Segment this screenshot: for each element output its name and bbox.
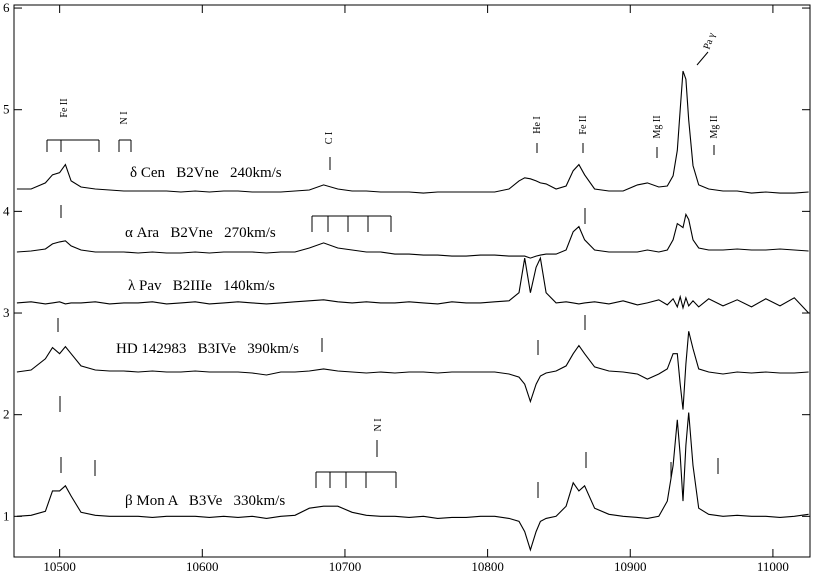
y-tick-label: 5 [3, 102, 10, 117]
x-tick-label: 10700 [329, 559, 362, 574]
x-tick-label: 10800 [471, 559, 504, 574]
spectrum-line [16, 256, 810, 314]
line-label: Fe II [59, 98, 70, 117]
y-tick-label: 6 [3, 0, 10, 15]
spectrum-line [16, 70, 809, 194]
marker-line [696, 51, 709, 66]
spectrum-line [16, 412, 809, 552]
line-label: N I [373, 418, 384, 431]
star-label: δ Cen B2Vne 240km/s [130, 165, 282, 181]
y-tick-label: 1 [3, 508, 10, 523]
star-label: α Ara B2Vne 270km/s [125, 225, 276, 241]
y-tick-label: 3 [3, 305, 10, 320]
x-tick-label: 10900 [614, 559, 647, 574]
line-label: C I [324, 132, 335, 145]
line-label: Mg II [652, 115, 663, 138]
star-label: HD 142983 B3IVe 390km/s [116, 341, 299, 357]
x-tick-label: 11000 [757, 559, 789, 574]
line-label: Fe II [578, 115, 589, 134]
line-label: N I [119, 111, 130, 124]
line-label: He I [532, 116, 543, 134]
spectrum-line [16, 212, 809, 259]
plot-frame [13, 4, 811, 558]
y-tick-label: 4 [3, 203, 10, 218]
star-label: β Mon A B3Ve 330km/s [125, 493, 285, 509]
line-label: Pa γ [702, 31, 718, 51]
spectrum-line [16, 331, 809, 410]
x-tick-label: 10600 [186, 559, 219, 574]
star-label: λ Pav B2IIIe 140km/s [128, 278, 275, 294]
x-tick-label: 10500 [43, 559, 76, 574]
y-tick-label: 2 [3, 407, 10, 422]
line-label: Mg II [709, 115, 720, 138]
